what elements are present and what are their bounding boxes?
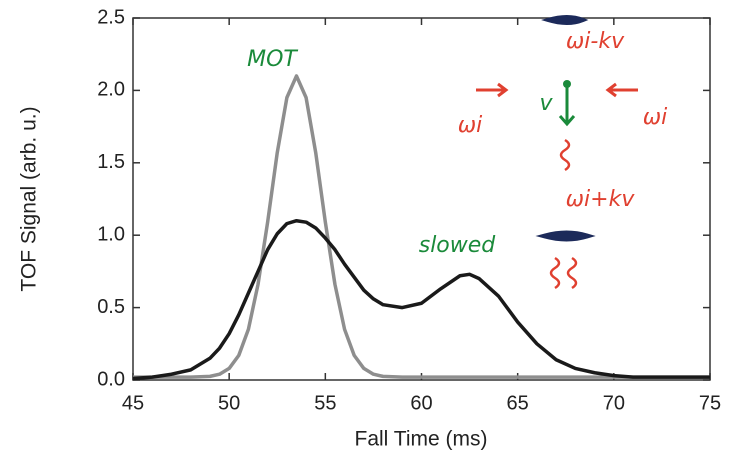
blue-mark <box>535 230 596 242</box>
red-arrow <box>605 82 638 98</box>
y-tick-label: 2.0 <box>97 79 125 101</box>
x-tick-label: 55 <box>314 392 336 414</box>
y-axis-label: TOF Signal (arb. u.) <box>18 106 41 291</box>
annotation: ωi <box>643 105 668 130</box>
annotation: ωi-kv <box>566 29 625 54</box>
series-line <box>132 218 710 381</box>
x-tick-label: 45 <box>122 392 144 414</box>
annotation: v <box>539 91 553 116</box>
x-tick-label: 60 <box>410 392 432 414</box>
x-tick-label: 50 <box>218 392 240 414</box>
red-squiggle <box>549 256 578 290</box>
red-arrow <box>476 82 509 98</box>
red-squiggle <box>559 138 571 172</box>
y-tick-label: 0.0 <box>97 368 125 390</box>
y-tick-label: 1.5 <box>97 151 125 173</box>
x-tick-label: 70 <box>603 392 625 414</box>
annotation: ωi <box>458 113 483 138</box>
series-annotation: MOT <box>247 47 298 72</box>
handwritten-marks <box>476 15 638 290</box>
x-tick-label: 75 <box>699 392 721 414</box>
annotation: ωi+kv <box>566 187 636 212</box>
x-axis-label: Fall Time (ms) <box>355 428 488 451</box>
x-tick-label: 65 <box>507 392 529 414</box>
blue-mark <box>541 15 589 25</box>
y-tick-label: 1.0 <box>97 223 125 245</box>
green-arrow <box>558 84 576 127</box>
series-annotation: slowed <box>419 233 497 258</box>
y-tick-label: 2.5 <box>97 6 125 28</box>
green-dot <box>563 80 571 88</box>
series-line <box>133 74 710 379</box>
y-tick-label: 0.5 <box>97 296 125 318</box>
